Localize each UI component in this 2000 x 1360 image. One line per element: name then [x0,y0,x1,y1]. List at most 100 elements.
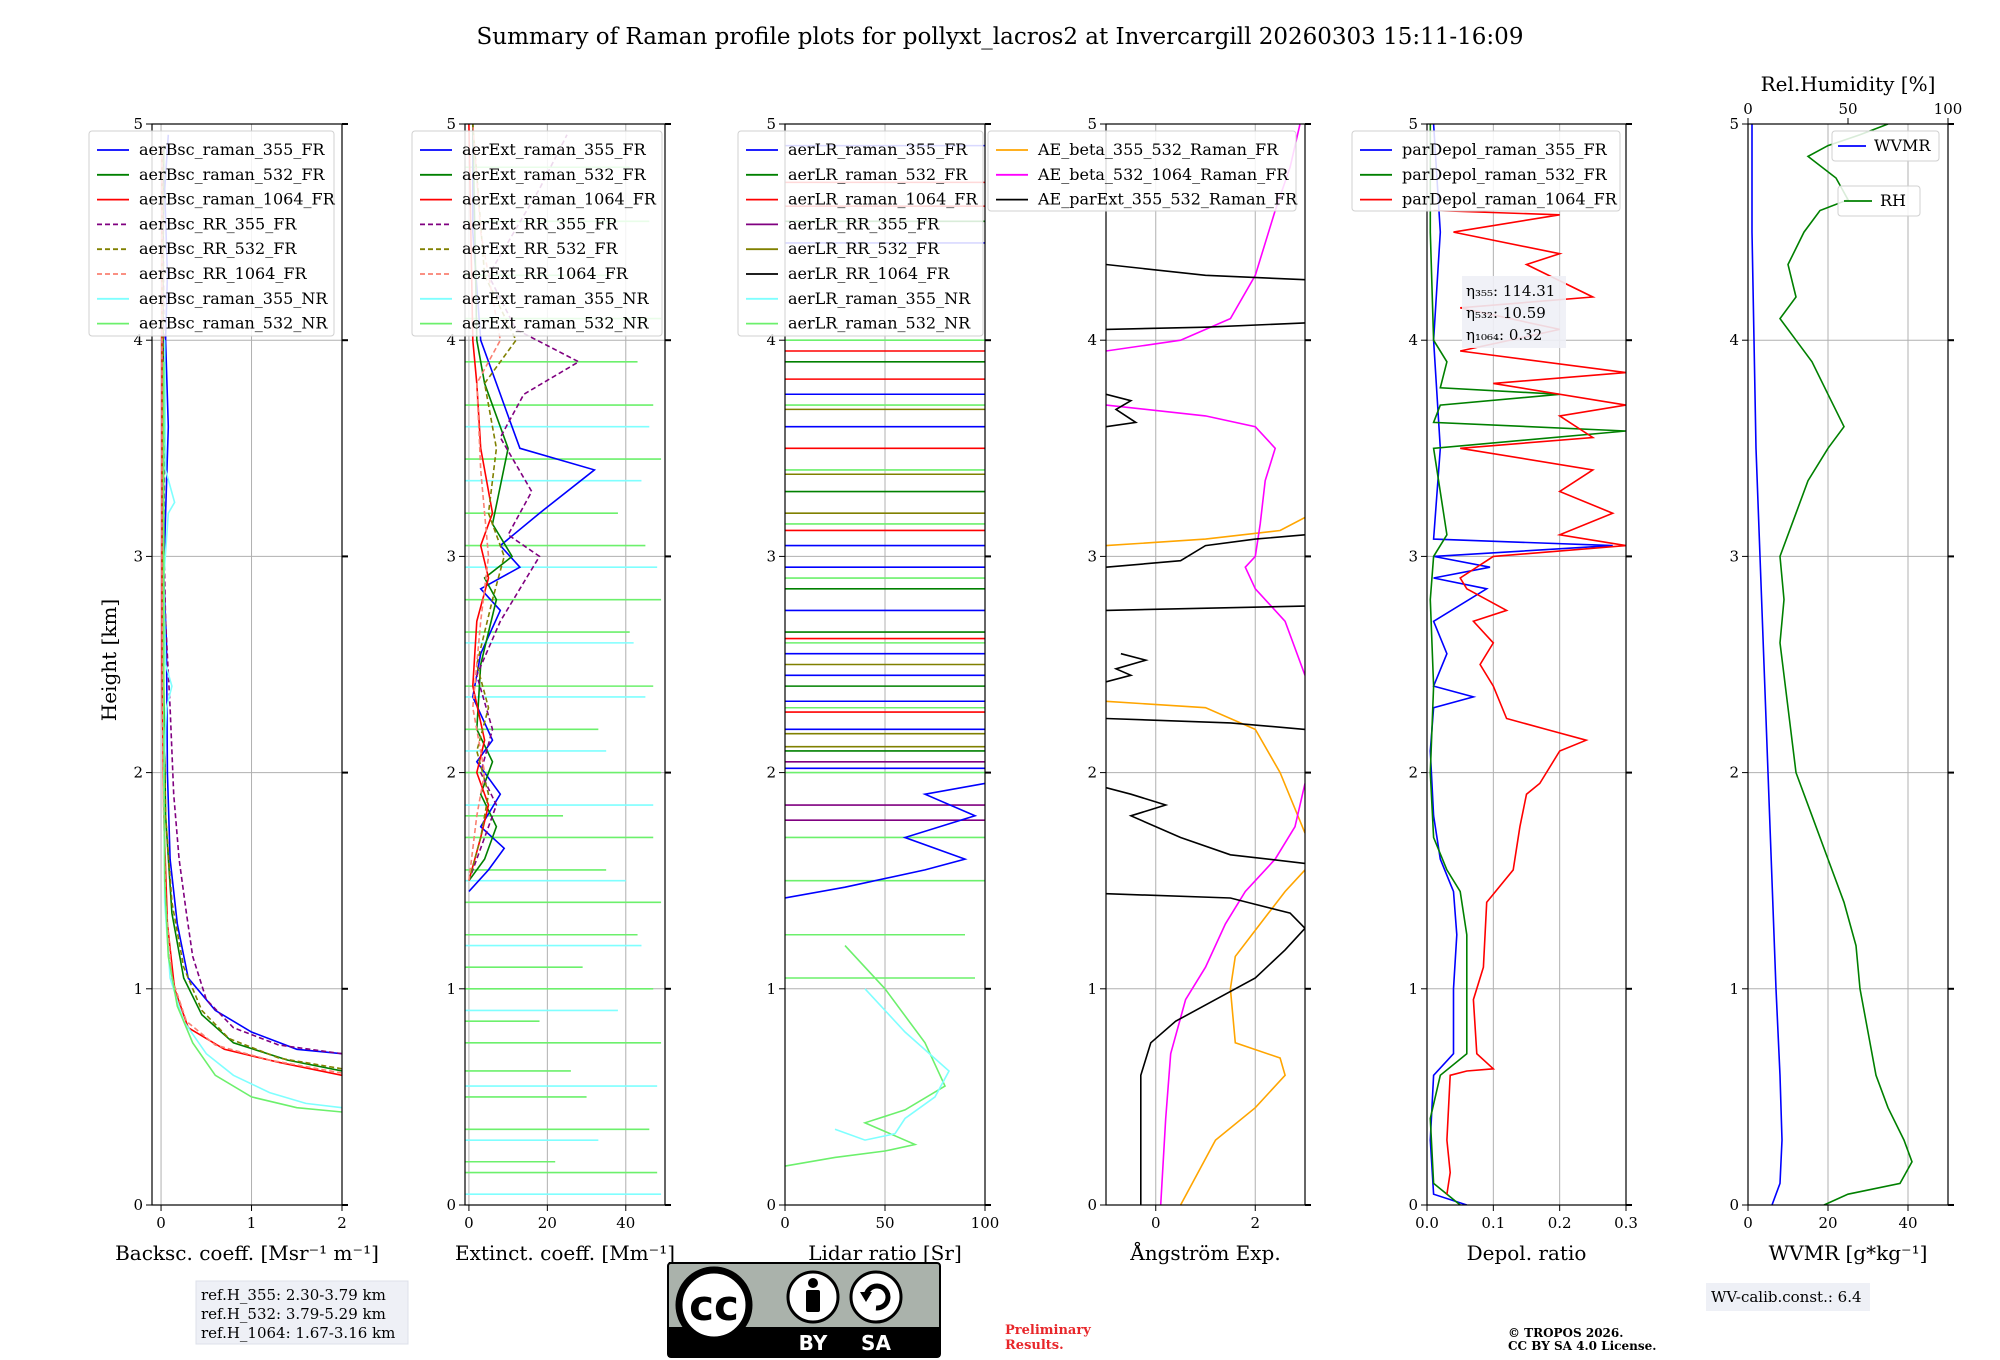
y-tick-label: 2 [1729,764,1739,782]
axes-frame [1426,123,1627,1206]
legend-ext: aerExt_raman_355_FR aerExt_raman_532_FRae… [411,130,663,337]
x-axis-label-dep: Depol. ratio [1467,1241,1587,1265]
legend-wvmr: WVMR [1831,130,1940,162]
copyright-line2: CC BY SA 4.0 License. [1508,1339,1656,1353]
legend-entry: aerLR_RR_1064_FR [788,264,950,283]
series-aerBsc_raman_532_NR [163,361,342,1113]
y-axis-label: Height [km] [97,599,121,721]
series-aerLR_raman_355_NR [834,988,951,1141]
series-AE_parExt_355_532_Raman_FR [1106,322,1305,331]
top-axis-label: Rel.Humidity [%] [1761,72,1936,96]
y-tick-label: 0 [1087,1196,1097,1214]
y-tick-label: 3 [1729,547,1739,565]
y-tick-label: 3 [1408,547,1418,565]
cc-icon [675,1266,753,1344]
legend-dep: parDepol_raman_355_FR parDepol_raman_532_… [1351,130,1621,212]
series-parDepol_raman_355_FR [1429,124,1613,1205]
top-x-tick-label: 0 [1743,100,1753,118]
panel-bsc: 0 1 2 0 1 2 3 4 5 Backsc. coeff. [Msr⁻¹ m⁻¹] aerBs… [88,115,379,1265]
x-tick-label: 1 [247,1214,257,1232]
legend-entry: aerLR_raman_355_FR [788,140,968,159]
legend-entry: aerExt_RR_355_FR [462,214,619,233]
ref-heights-box: ref.H_355: 2.30-3.79 km ref.H_532: 3.79-… [195,1280,409,1345]
y-tick-label: 4 [133,331,143,349]
x-tick-label: 20 [538,1214,557,1232]
series-AE_parExt_355_532_Raman_FR [1106,534,1305,568]
legend-entry: parDepol_raman_1064_FR [1402,190,1618,209]
legend-lr: aerLR_raman_355_FR aerLR_raman_532_FR aerL… [737,130,984,337]
preliminary-label-line2: Results. [1005,1338,1064,1353]
y-tick-label: 1 [133,980,143,998]
preliminary-label-line1: Preliminary [1005,1323,1091,1338]
x-tick-label: 40 [616,1214,635,1232]
panel-dep: 0.0 0.1 0.2 0.3 0 1 2 3 4 5 Depol. ratio parDepol_r… [1351,115,1638,1265]
legend-entry: aerExt_raman_1064_FR [462,190,657,209]
x-axis-label-bsc: Backsc. coeff. [Msr⁻¹ m⁻¹] [115,1241,379,1265]
wv-calib-text: WV-calib.const.: 6.4 [1711,1288,1862,1306]
legend-entry: aerLR_RR_355_FR [788,214,940,233]
y-tick-label: 0 [446,1196,456,1214]
x-axis-label-ext: Extinct. coeff. [Mm⁻¹] [455,1241,675,1265]
legend-entry: aerBsc_RR_1064_FR [139,264,308,283]
series-aerBsc_RR_532_FR [162,145,342,1070]
y-tick-label: 0 [766,1196,776,1214]
legend-entry: aerLR_RR_532_FR [788,239,940,258]
legend-entry: aerLR_raman_532_NR [788,314,971,333]
legend-entry: aerExt_raman_532_FR [462,165,647,184]
legend-entry: aerBsc_RR_532_FR [139,239,297,258]
y-tick-label: 1 [1087,980,1097,998]
x-tick-label: 2 [1250,1214,1260,1232]
y-tick-label: 2 [766,764,776,782]
series-RH [1779,124,1913,1205]
series-aerExt_RR_532_FR [468,124,517,881]
panel-wv: 0 20 40 0 1 2 3 4 5 WVMR [g*kg⁻¹] 0 50 100 Rel.Humidi… [1706,72,1962,1311]
x-tick-label: 0 [1151,1214,1161,1232]
legend-entry: aerBsc_raman_355_NR [139,289,328,308]
y-tick-label: 2 [1087,764,1097,782]
y-tick-label: 4 [1087,331,1097,349]
y-tick-label: 5 [1408,115,1418,133]
y-tick-label: 5 [133,115,143,133]
y-tick-label: 5 [1729,115,1739,133]
eta-annotation: η₃₅₅: 114.31 η₅₃₂: 10.59 η₁₀₆₄: 0.32 [1462,276,1566,348]
y-tick-label: 5 [1087,115,1097,133]
series-aerExt_raman_355_FR [468,124,597,893]
x-tick-label: 0.0 [1415,1214,1439,1232]
axes-frame [464,123,666,1206]
panel-ext: 0 20 40 0 1 2 3 4 5 Extinct. coeff. [Mm⁻¹] aerExt_… [411,115,675,1265]
x-tick-label: 2 [337,1214,347,1232]
y-tick-label: 5 [446,115,456,133]
y-tick-label: 2 [133,764,143,782]
top-x-tick-label: 50 [1838,100,1857,118]
series-aerExt_RR_355_FR [468,134,581,881]
series-AE_parExt_355_532_Raman_FR [1106,652,1149,683]
series-WVMR [1751,124,1783,1205]
series-AE_beta_532_1064_Raman_FR [1159,783,1305,1205]
x-tick-label: 0.1 [1481,1214,1505,1232]
series-parDepol_raman_532_FR [1429,124,1626,1205]
legend-entry: AE_beta_355_532_Raman_FR [1037,140,1279,159]
x-tick-label: 0 [464,1214,474,1232]
x-tick-label: 20 [1818,1214,1837,1232]
series-AE_parExt_355_532_Raman_FR [1106,786,1305,865]
y-tick-label: 2 [446,764,456,782]
axes-frame [151,123,343,1206]
cc-by-sa-badge: cc BY SA [667,1262,941,1358]
legend-entry: aerExt_RR_1064_FR [462,264,629,283]
plot-area-ext [465,124,662,1195]
panel-ae: 0 2 0 1 2 3 4 5 Ångström Exp. AE_beta_355_532_Ram… [987,115,1311,1265]
series-AE_beta_355_532_Raman_FR [1106,700,1305,834]
legend-entry: WVMR [1874,136,1931,155]
legend-entry: parDepol_raman_355_FR [1402,140,1608,159]
x-axis-label-ae: Ångström Exp. [1129,1240,1280,1265]
y-tick-label: 3 [446,547,456,565]
y-tick-label: 0 [1408,1196,1418,1214]
y-tick-label: 0 [133,1196,143,1214]
series-aerExt_raman_532_FR [468,124,514,882]
legend-bsc: aerBsc_raman_355_FR aerBsc_raman_532_FRae… [88,130,336,337]
y-tick-label: 2 [1408,764,1418,782]
legend-entry: aerExt_raman_355_FR [462,140,647,159]
legend-entry: AE_parExt_355_532_Raman_FR [1037,190,1298,209]
